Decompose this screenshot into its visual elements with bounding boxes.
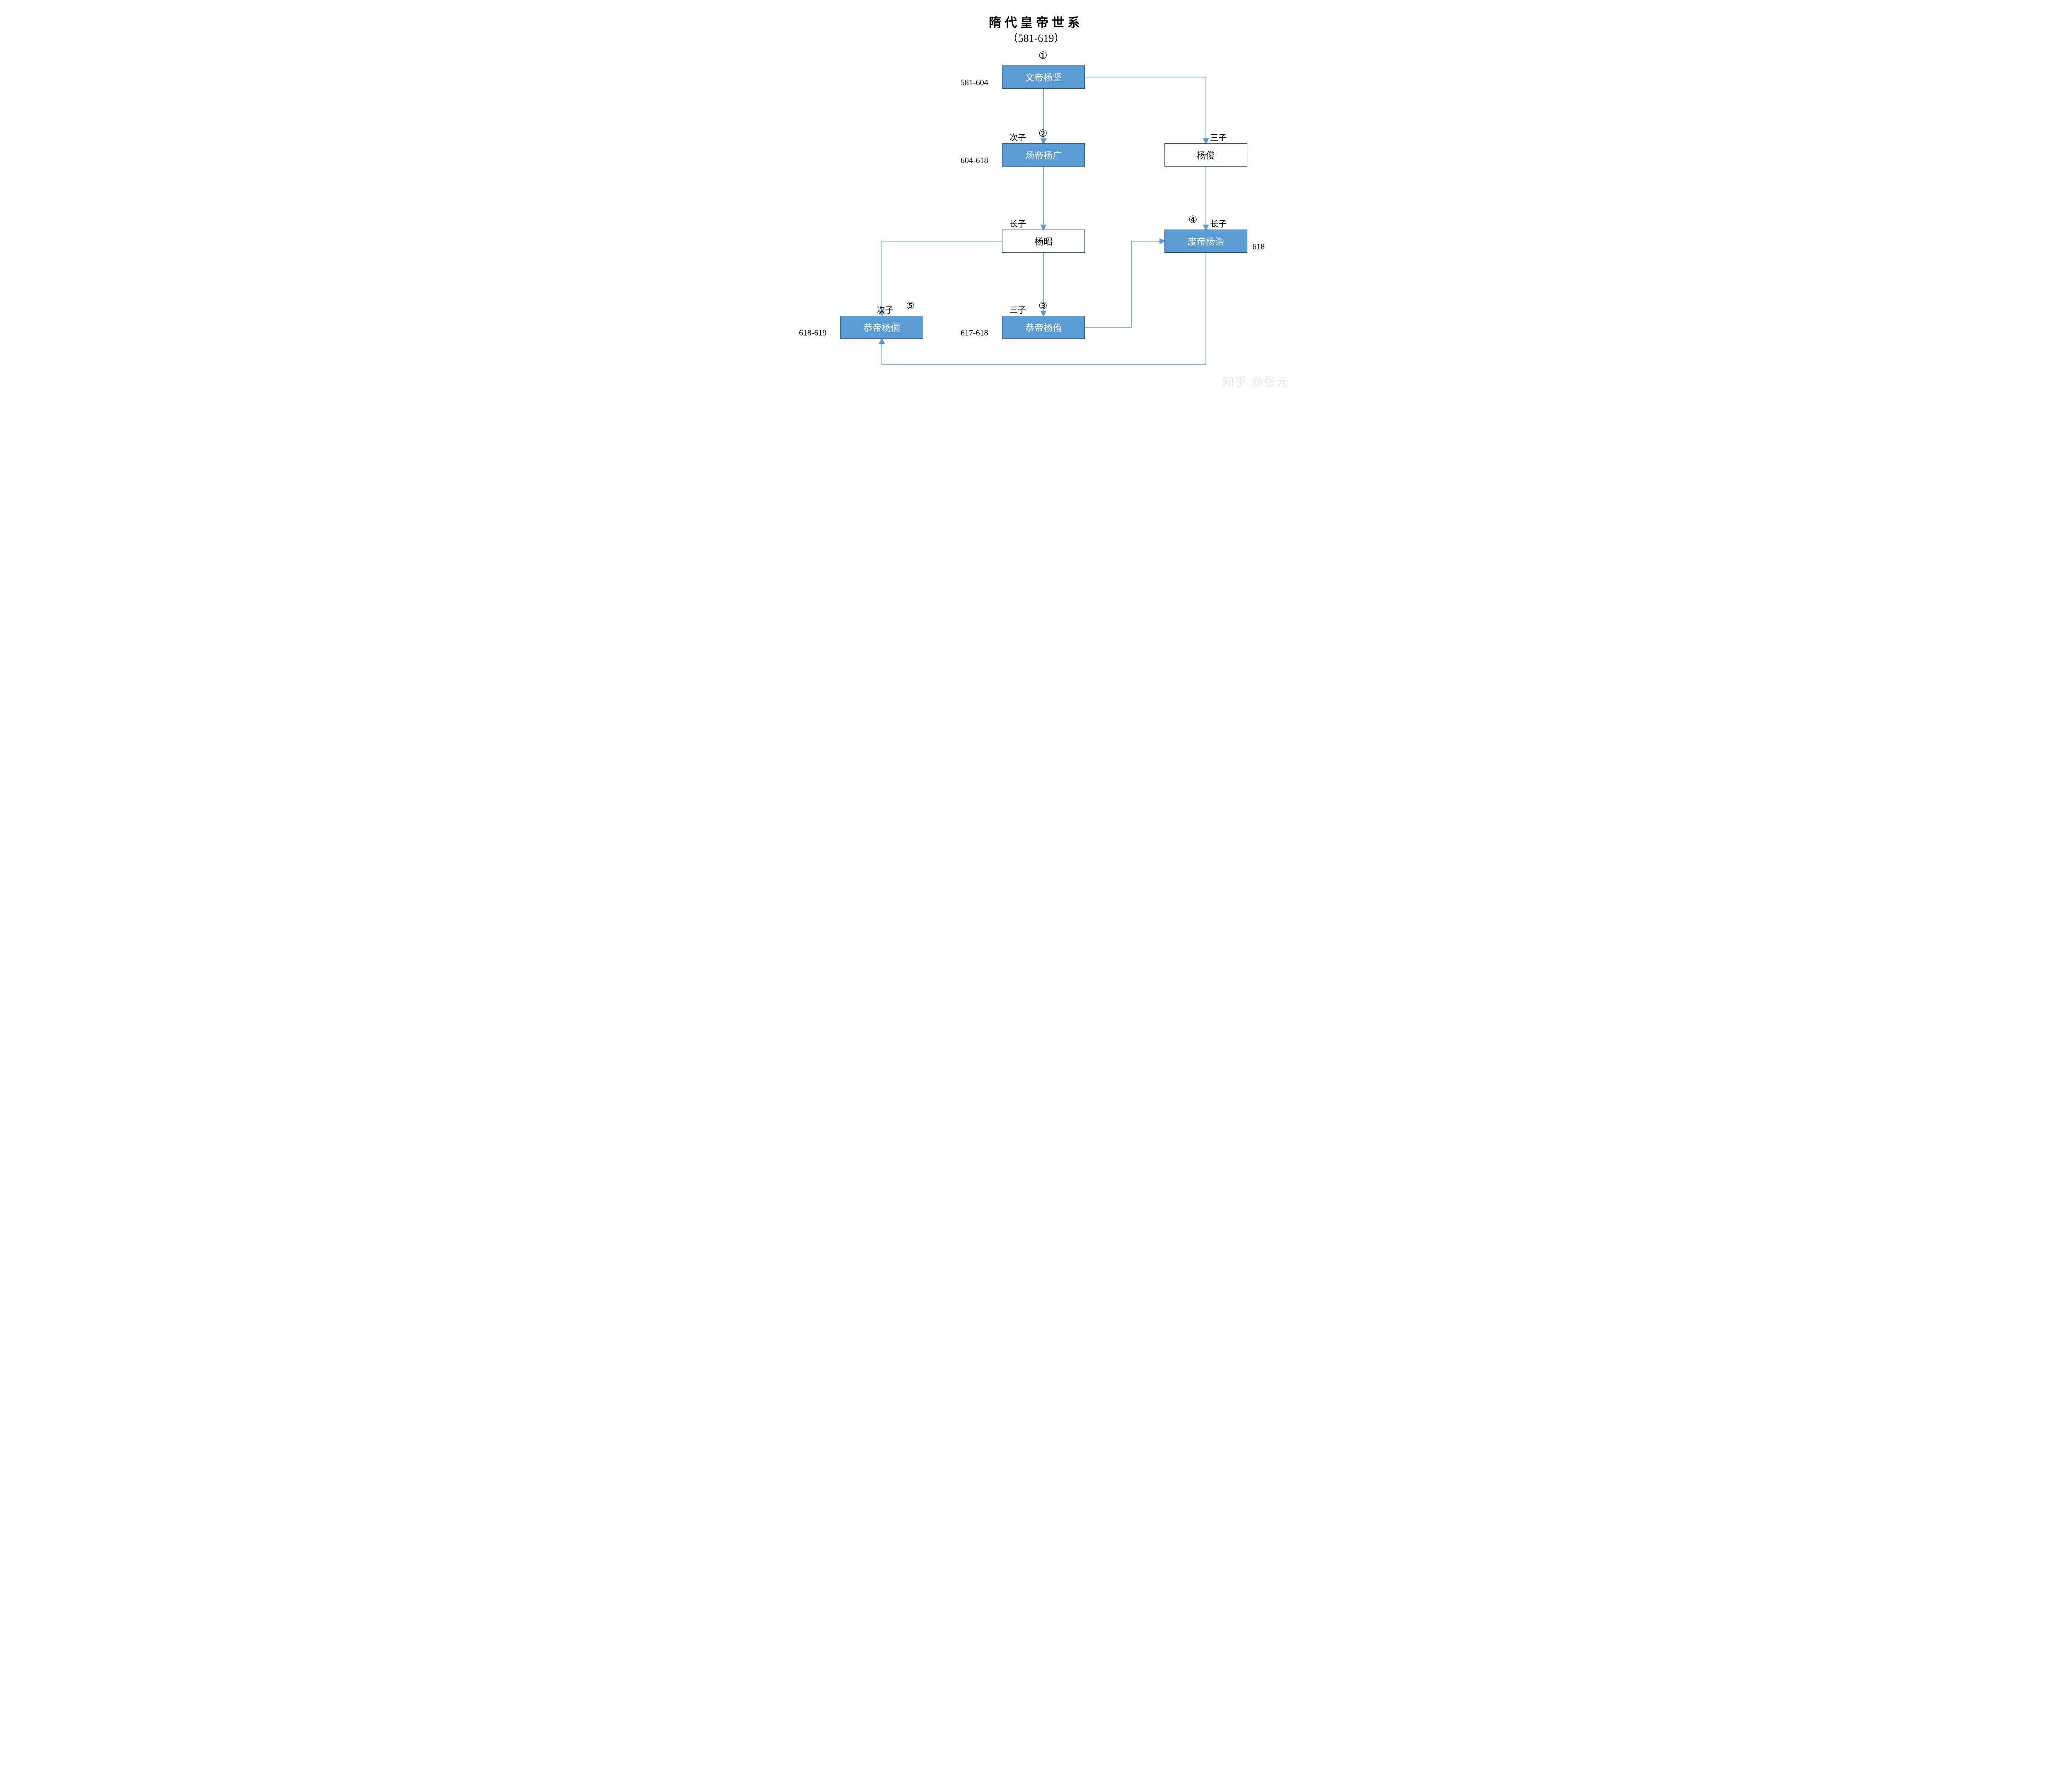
node-n5: 废帝杨浩 — [1164, 230, 1247, 253]
node-n3: 杨俊 — [1164, 143, 1247, 167]
node-label: 废帝杨浩 — [1188, 235, 1224, 248]
node-label: 炀帝杨广 — [1025, 148, 1062, 162]
node-n4: 杨昭 — [1002, 230, 1085, 253]
reign-label: 604-618 — [961, 156, 988, 166]
relation-label: 次子 — [1009, 131, 1026, 143]
diagram-title: 隋代皇帝世系 — [771, 12, 1301, 31]
diagram-subtitle: （581-619） — [771, 30, 1301, 45]
reign-label: 581-604 — [961, 78, 988, 88]
edge — [1085, 77, 1206, 143]
node-label: 杨昭 — [1034, 235, 1053, 248]
node-n1: 文帝杨坚 — [1002, 65, 1085, 89]
diagram-stage: 隋代皇帝世系（581-619） 文帝杨坚 ① 581-604 炀帝杨广 ② 604-618 次… — [771, 0, 1301, 398]
node-label: 恭帝杨侑 — [1025, 321, 1062, 334]
watermark: 知乎 @张元 — [1222, 373, 1289, 389]
node-label: 恭帝杨侗 — [864, 321, 900, 334]
order-badge: ② — [1038, 128, 1048, 140]
relation-label: 三子 — [1210, 131, 1227, 143]
relation-label: 长子 — [1009, 217, 1026, 229]
relation-label: 长子 — [1210, 217, 1227, 229]
node-label: 文帝杨坚 — [1025, 70, 1062, 84]
edge — [882, 241, 1002, 316]
order-badge: ③ — [1038, 300, 1048, 312]
edge — [1085, 241, 1164, 327]
reign-label: 618-619 — [799, 329, 827, 338]
node-n7: 恭帝杨侗 — [840, 316, 923, 339]
order-badge: ④ — [1188, 214, 1198, 226]
order-badge: ① — [1038, 50, 1048, 62]
reign-label: 618 — [1252, 242, 1265, 252]
relation-label: 三子 — [1009, 303, 1026, 315]
reign-label: 617-618 — [961, 329, 988, 338]
node-n6: 恭帝杨侑 — [1002, 316, 1085, 339]
relation-label: 次子 — [877, 303, 893, 315]
node-label: 杨俊 — [1197, 148, 1215, 162]
node-n2: 炀帝杨广 — [1002, 143, 1085, 167]
order-badge: ⑤ — [906, 300, 915, 312]
